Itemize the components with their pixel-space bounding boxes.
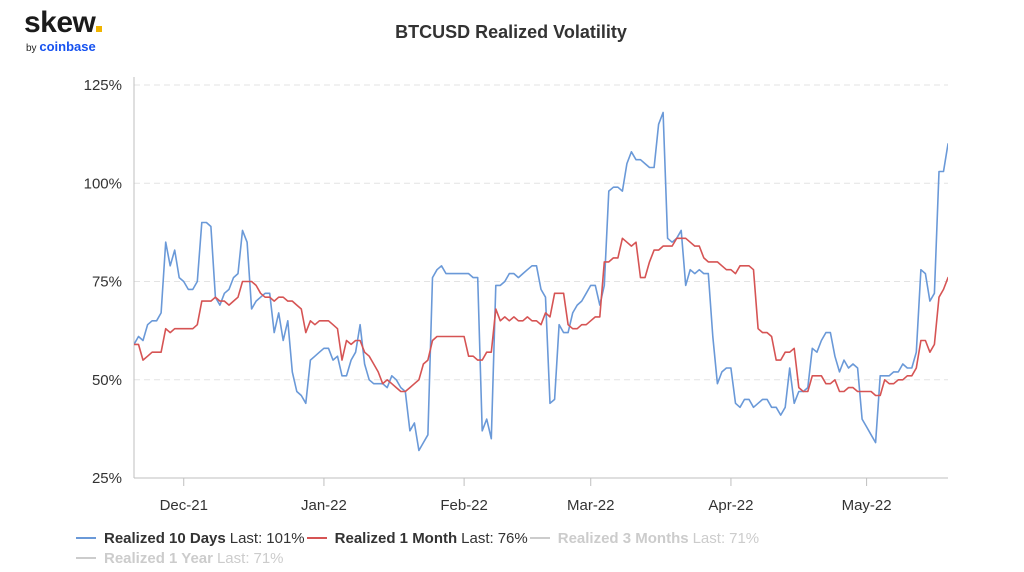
legend-item-3[interactable]: Realized 3 Months Last: 71% — [529, 529, 760, 547]
legend-series-name: Realized 1 Month — [334, 529, 458, 547]
x-axis: Dec-21 Jan-22 Feb-22 Mar-22 Apr-22 May-22 — [133, 77, 948, 514]
legend-series-name: Realized 10 Days — [104, 529, 226, 547]
legend-series-name: Realized 3 Months — [557, 529, 689, 547]
x-tick-label: Dec-21 — [160, 497, 208, 514]
legend-item-1[interactable]: Realized 10 Days Last: 101% — [76, 530, 305, 547]
logo-wordmark: skew — [24, 6, 96, 39]
logo-dot-icon — [96, 26, 103, 32]
legend-last-value: 71% — [729, 529, 760, 547]
x-tick-label: Mar-22 — [567, 497, 615, 514]
x-tick-label: Jan-22 — [301, 497, 347, 514]
logo-byline: by coinbase — [24, 40, 102, 54]
y-tick-label: 75% — [92, 274, 122, 291]
grid-layer — [134, 84, 948, 381]
skew-logo: skew by coinbase — [24, 6, 103, 54]
legend-last-value: 101% — [266, 529, 305, 547]
legend-last-value: 76% — [497, 529, 528, 547]
logo-by-text: by — [26, 43, 37, 54]
legend-swatch — [529, 537, 550, 539]
series-line-1 — [134, 111, 948, 452]
series-layer — [134, 111, 948, 452]
legend-row-2: Realized 1 Year Last: 71% — [76, 546, 286, 567]
legend-last-label: Last: — [229, 529, 263, 547]
y-tick-label: 50% — [92, 372, 122, 389]
legend-swatch — [306, 537, 327, 539]
legend-last-label: Last: — [692, 529, 726, 547]
series-line-2 — [134, 237, 948, 397]
legend-item-2[interactable]: Realized 1 Month Last: 76% — [306, 529, 528, 547]
legend-item-4[interactable]: Realized 1 Year Last: 71% — [76, 550, 284, 567]
legend-last-label: Last: — [216, 549, 250, 567]
x-tick-label: May-22 — [842, 497, 892, 514]
x-tick-label: Apr-22 — [708, 497, 753, 514]
y-axis: 25% 50% 75% 100% 125% — [84, 77, 122, 487]
x-tick-label: Feb-22 — [440, 497, 488, 514]
legend-row-1: Realized 10 Days Last: 101% Realized 1 Mont… — [76, 526, 761, 547]
legend-swatch — [76, 557, 96, 559]
legend-swatch — [76, 537, 96, 539]
y-tick-label: 100% — [84, 175, 122, 192]
y-tick-label: 25% — [92, 470, 122, 487]
y-tick-label: 125% — [84, 77, 122, 94]
legend-last-value: 71% — [253, 549, 284, 567]
legend-series-name: Realized 1 Year — [104, 549, 213, 567]
logo-brand: coinbase — [39, 39, 96, 54]
legend-last-label: Last: — [461, 529, 494, 547]
chart-title: BTCUSD Realized Volatility — [395, 22, 627, 42]
